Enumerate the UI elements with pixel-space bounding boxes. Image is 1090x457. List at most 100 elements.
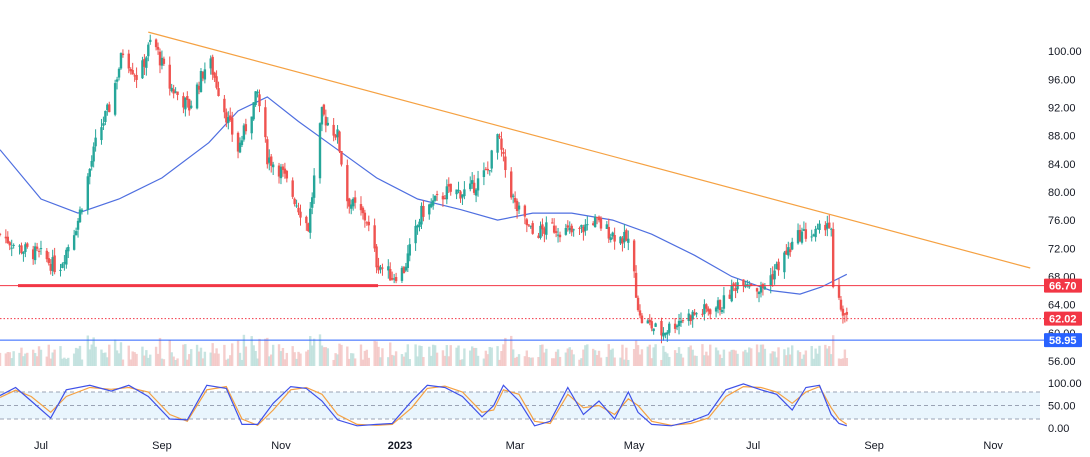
volume-bar bbox=[394, 351, 398, 366]
candle-body bbox=[660, 320, 663, 336]
candle-body bbox=[824, 224, 827, 231]
volume-bar bbox=[578, 359, 581, 366]
volume-bar bbox=[113, 339, 117, 366]
candle-body bbox=[605, 224, 609, 229]
volume-bar bbox=[215, 348, 218, 366]
volume-bar bbox=[338, 343, 341, 366]
volume-bar bbox=[133, 352, 136, 366]
volume-bar bbox=[728, 351, 731, 366]
volume-bar bbox=[149, 354, 152, 366]
volume-bar bbox=[201, 358, 205, 366]
candle-body bbox=[666, 332, 669, 335]
candle-body bbox=[322, 104, 326, 115]
volume-bar bbox=[104, 352, 107, 366]
volume-bar bbox=[320, 345, 324, 366]
candle-body bbox=[449, 183, 452, 192]
volume-bar bbox=[632, 349, 636, 366]
candle-body bbox=[841, 308, 845, 316]
candle-body bbox=[51, 257, 54, 272]
candle-body bbox=[732, 283, 735, 287]
candle-body bbox=[158, 51, 162, 66]
volume-bar bbox=[277, 344, 281, 366]
volume-bar bbox=[217, 353, 220, 366]
candle-body bbox=[755, 288, 759, 292]
volume-bar bbox=[831, 335, 835, 366]
volume-bar bbox=[470, 346, 474, 366]
candle-body bbox=[591, 223, 595, 225]
volume-bar bbox=[392, 355, 396, 366]
candle-body bbox=[498, 136, 501, 138]
price-level-badge bbox=[1044, 278, 1082, 293]
volume-bar bbox=[552, 358, 556, 366]
volume-bar bbox=[209, 352, 212, 366]
volume-bar bbox=[810, 346, 813, 366]
candle-body bbox=[172, 89, 175, 94]
volume-bar bbox=[769, 353, 772, 366]
volume-bar bbox=[531, 357, 534, 366]
volume-bar bbox=[373, 340, 376, 366]
candle-body bbox=[814, 228, 817, 238]
volume-bar bbox=[340, 344, 343, 366]
volume-bar bbox=[742, 351, 745, 366]
volume-bar bbox=[361, 359, 365, 366]
candle-body bbox=[730, 285, 733, 302]
candlesticks bbox=[0, 34, 849, 344]
volume-bar bbox=[418, 345, 421, 366]
volume-bar bbox=[826, 348, 829, 366]
volume-bar bbox=[746, 352, 749, 366]
volume-bar bbox=[675, 352, 679, 366]
volume-bar bbox=[236, 340, 240, 366]
candle-body bbox=[828, 222, 831, 228]
candle-body bbox=[24, 244, 27, 253]
candle-body bbox=[129, 69, 132, 72]
candle-body bbox=[681, 320, 685, 322]
candle-body bbox=[796, 230, 800, 244]
volume-bar bbox=[732, 349, 735, 366]
volume-bar bbox=[156, 353, 160, 366]
candle-body bbox=[377, 265, 380, 271]
volume-bar bbox=[597, 350, 601, 366]
stochastic-tick-label: 100.00 bbox=[1048, 378, 1082, 390]
volume-bar bbox=[363, 350, 367, 366]
candle-body bbox=[455, 189, 458, 195]
candle-body bbox=[404, 266, 408, 271]
candle-body bbox=[277, 165, 281, 177]
volume-bar bbox=[256, 358, 259, 366]
candle-body bbox=[759, 285, 763, 293]
volume-bar bbox=[556, 349, 560, 366]
volume-bar bbox=[541, 344, 544, 366]
volume-bar bbox=[59, 346, 62, 366]
candle-body bbox=[636, 297, 640, 311]
candle-body bbox=[400, 267, 404, 281]
volume-bar bbox=[789, 354, 792, 366]
candle-body bbox=[703, 304, 706, 315]
volume-bar bbox=[63, 357, 66, 366]
volume-bar bbox=[527, 357, 530, 366]
candle-body bbox=[701, 313, 704, 315]
candle-body bbox=[74, 231, 78, 236]
volume-bar bbox=[268, 356, 271, 366]
candle-body bbox=[6, 236, 10, 244]
candle-body bbox=[229, 115, 232, 120]
volume-bar bbox=[131, 351, 134, 366]
volume-bar bbox=[476, 355, 480, 366]
candle-body bbox=[4, 236, 8, 239]
candle-body bbox=[474, 189, 478, 196]
candle-body bbox=[650, 321, 653, 329]
candle-body bbox=[580, 224, 583, 228]
volume-bar bbox=[687, 347, 690, 366]
candle-body bbox=[408, 244, 411, 256]
volume-bar bbox=[718, 354, 722, 366]
candle-body bbox=[500, 138, 503, 150]
volume-bar bbox=[843, 349, 847, 366]
candle-body bbox=[845, 311, 849, 315]
volume-bar bbox=[240, 359, 244, 366]
candle-body bbox=[309, 208, 312, 233]
volume-bar bbox=[496, 346, 499, 366]
volume-bar bbox=[168, 340, 171, 366]
candle-body bbox=[108, 104, 111, 113]
volume-bar bbox=[102, 352, 105, 366]
volume-bars bbox=[0, 334, 849, 366]
volume-bar bbox=[504, 337, 507, 366]
volume-bar bbox=[377, 346, 380, 366]
